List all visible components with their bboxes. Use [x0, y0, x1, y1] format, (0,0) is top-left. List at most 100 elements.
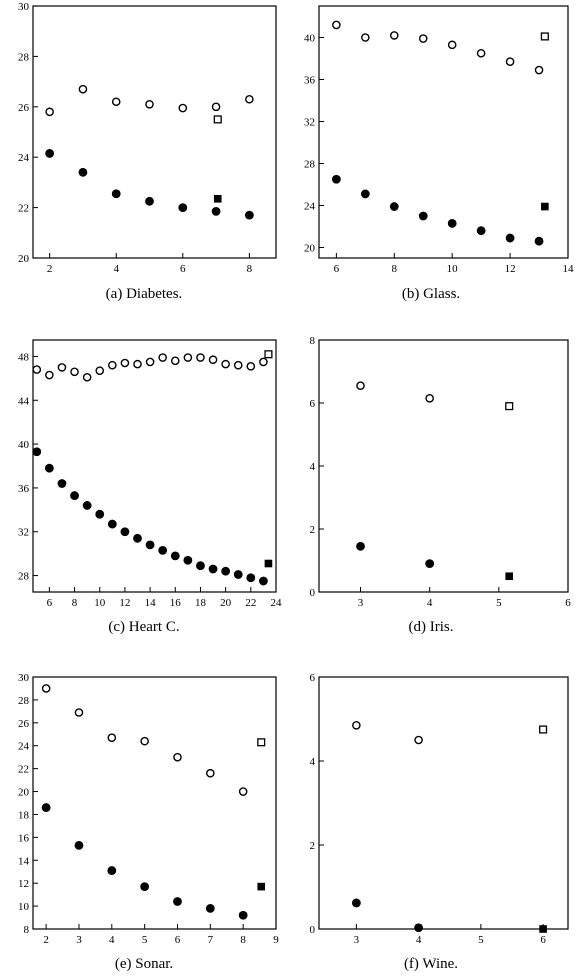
- filled-circle-point-heart-c-2: [57, 479, 67, 488]
- open-circle-point-glass-2: [389, 31, 399, 40]
- open-circle-point-heart-c-2: [57, 363, 67, 372]
- filled-circle-point-heart-c-5: [95, 509, 105, 519]
- x-tick-label-6: 6: [565, 597, 571, 609]
- x-tick-label-5: 5: [478, 934, 484, 946]
- y-tick-label-48: 48: [18, 351, 30, 363]
- open-square-point-sonar-0: [257, 738, 266, 747]
- y-tick-label-22: 22: [18, 203, 29, 215]
- panel-glass: 6 8 10 12 14 20 24 28 32 36 40: [304, 5, 574, 275]
- filled-circle-point-diabetes-4: [178, 203, 188, 213]
- y-tick-label-2: 2: [310, 840, 316, 852]
- y-tick-label-8: 8: [310, 335, 316, 347]
- filled-circle-point-wine-1: [414, 923, 423, 933]
- filled-circle-point-heart-c-0: [32, 447, 42, 457]
- plot-frame-diabetes: [32, 5, 277, 259]
- filled-circle-point-glass-5: [476, 226, 486, 236]
- open-circle-point-heart-c-9: [145, 357, 155, 367]
- open-circle-point-heart-c-17: [246, 361, 256, 371]
- filled-circle-point-glass-7: [534, 236, 544, 246]
- x-tick-label-5: 5: [496, 597, 502, 609]
- filled-circle-point-sonar-4: [173, 897, 182, 906]
- x-tick-label-8: 8: [247, 263, 253, 275]
- open-circle-point-diabetes-0: [45, 107, 54, 117]
- x-tick-label-3: 3: [358, 597, 364, 609]
- open-circle-point-diabetes-5: [211, 102, 221, 112]
- open-square-point-iris-0: [505, 402, 514, 411]
- y-tick-label-12: 12: [18, 878, 29, 890]
- y-tick-label-32: 32: [18, 527, 29, 539]
- y-tick-label-28: 28: [304, 159, 316, 171]
- filled-circle-point-diabetes-0: [45, 149, 55, 158]
- filled-circle-point-heart-c-11: [170, 551, 180, 561]
- y-tick-label-16: 16: [18, 832, 30, 844]
- y-tick-label-24: 24: [304, 201, 316, 213]
- filled-square-point-sonar-0: [257, 882, 266, 891]
- filled-square-point-glass-0: [541, 202, 549, 211]
- filled-square-point-heart-c-0: [264, 559, 273, 568]
- filled-circle-point-heart-c-15: [221, 566, 231, 576]
- filled-square-point-iris-0: [505, 572, 514, 581]
- y-tick-label-26: 26: [18, 718, 30, 730]
- open-square-point-glass-0: [540, 32, 549, 41]
- filled-circle-point-heart-c-16: [233, 570, 243, 579]
- x-tick-label-4: 4: [109, 934, 115, 946]
- y-tick-label-22: 22: [18, 764, 29, 776]
- x-tick-label-12: 12: [119, 597, 130, 609]
- y-tick-label-10: 10: [18, 901, 30, 913]
- x-tick-label-10: 10: [94, 597, 106, 609]
- open-circle-point-iris-1: [425, 393, 434, 403]
- x-tick-label-2: 2: [47, 263, 53, 275]
- filled-circle-point-heart-c-8: [133, 533, 142, 543]
- filled-circle-point-glass-3: [418, 211, 428, 221]
- filled-circle-point-diabetes-2: [111, 189, 121, 199]
- open-circle-point-sonar-4: [173, 752, 182, 762]
- filled-circle-point-glass-0: [331, 174, 341, 184]
- y-tick-label-32: 32: [304, 117, 315, 129]
- open-circle-point-heart-c-18: [259, 357, 268, 367]
- plot-frame-glass: [318, 5, 569, 259]
- x-tick-label-3: 3: [76, 934, 82, 946]
- open-circle-point-glass-3: [418, 34, 428, 43]
- open-circle-point-heart-c-0: [32, 365, 42, 374]
- open-circle-point-sonar-0: [41, 684, 51, 693]
- open-circle-point-sonar-6: [238, 787, 248, 796]
- open-circle-point-heart-c-7: [120, 358, 130, 368]
- filled-circle-point-iris-0: [356, 541, 365, 551]
- filled-circle-point-sonar-2: [107, 866, 117, 875]
- open-circle-point-glass-4: [447, 40, 457, 50]
- caption-heart-c: (c) Heart C.: [108, 619, 179, 635]
- open-circle-point-heart-c-10: [158, 353, 167, 362]
- x-tick-label-4: 4: [427, 597, 433, 609]
- x-tick-label-12: 12: [505, 263, 516, 275]
- plot-frame-iris: [318, 339, 569, 593]
- open-circle-point-sonar-2: [107, 733, 117, 743]
- x-tick-label-8: 8: [392, 263, 398, 275]
- filled-circle-point-heart-c-9: [145, 540, 155, 550]
- filled-circle-point-heart-c-3: [70, 491, 79, 500]
- open-square-point-wine-0: [539, 725, 548, 734]
- filled-square-point-wine-0: [539, 925, 547, 933]
- filled-circle-point-diabetes-6: [244, 210, 254, 220]
- open-circle-point-heart-c-16: [233, 360, 243, 370]
- y-tick-label-18: 18: [18, 809, 30, 821]
- x-tick-label-22: 22: [245, 597, 256, 609]
- filled-circle-point-sonar-1: [74, 840, 84, 850]
- x-tick-label-2: 2: [43, 934, 49, 946]
- filled-circle-point-heart-c-17: [246, 573, 256, 583]
- open-circle-point-heart-c-3: [70, 367, 79, 377]
- y-tick-label-28: 28: [18, 51, 30, 63]
- x-tick-label-16: 16: [170, 597, 182, 609]
- open-circle-point-wine-0: [352, 721, 361, 730]
- open-circle-point-glass-1: [361, 33, 370, 42]
- filled-square-point-diabetes-0: [213, 194, 222, 203]
- filled-circle-point-sonar-5: [205, 903, 215, 913]
- open-circle-point-heart-c-1: [45, 370, 54, 380]
- panel-wine: 3 4 5 6 0 2 4 6: [310, 672, 569, 946]
- y-tick-label-26: 26: [18, 102, 30, 114]
- y-tick-label-40: 40: [304, 33, 316, 45]
- filled-circle-point-glass-4: [447, 218, 457, 228]
- y-tick-label-24: 24: [18, 152, 30, 164]
- plot-frame-wine: [318, 676, 569, 930]
- open-circle-point-heart-c-4: [82, 372, 92, 382]
- open-circle-point-heart-c-5: [95, 366, 105, 375]
